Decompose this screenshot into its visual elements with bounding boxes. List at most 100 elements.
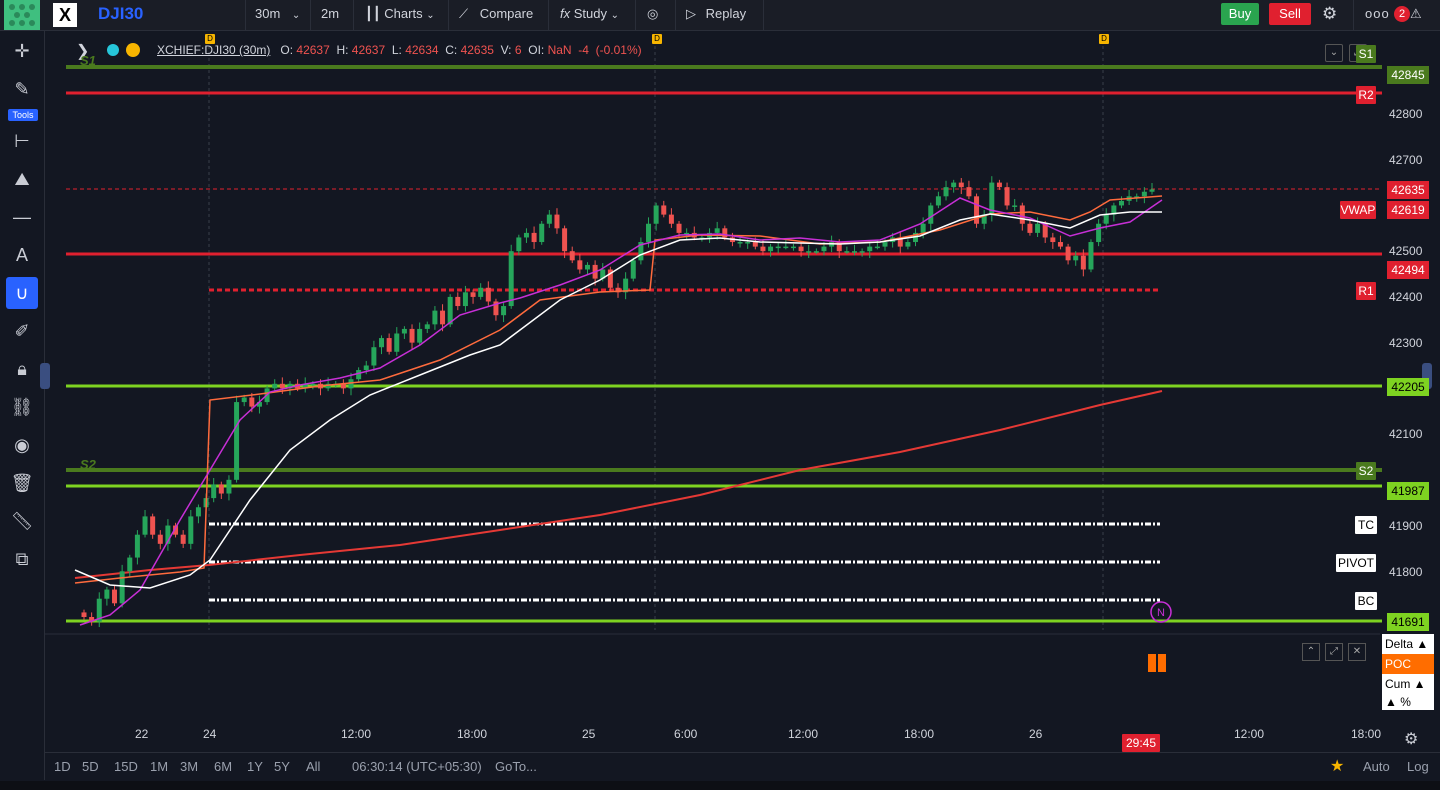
- candle-body: [996, 182, 1002, 188]
- study-dropdown[interactable]: fx Study ⌄: [560, 0, 619, 28]
- poc-bar: [1148, 654, 1156, 672]
- range-15d[interactable]: 15D: [114, 759, 138, 774]
- x-tick: 26: [1029, 727, 1043, 741]
- candle-body: [1027, 223, 1033, 233]
- indicator-poc[interactable]: POC: [1382, 654, 1434, 674]
- pattern-tool-icon[interactable]: ⛰: [14, 169, 30, 189]
- close-value: 42635: [460, 43, 494, 57]
- interval-2m-button[interactable]: 2m: [321, 6, 340, 21]
- s2-tag: S2: [1356, 462, 1376, 480]
- auto-scale-button[interactable]: Auto: [1363, 759, 1390, 774]
- compare-button[interactable]: ⟋ Compare: [459, 0, 533, 28]
- candle-body: [188, 516, 194, 544]
- candle-body: [279, 383, 285, 389]
- interval-dropdown[interactable]: 30m ⌄: [255, 0, 300, 28]
- candle-body: [638, 242, 644, 261]
- lock-icon[interactable]: 🔒︎: [17, 359, 27, 379]
- r2-tag: R2: [1356, 86, 1376, 104]
- link-icon[interactable]: ⛓: [10, 397, 34, 417]
- open-value: 42637: [296, 43, 330, 57]
- indicator-delta[interactable]: Delta ▲: [1382, 634, 1434, 654]
- x-tick: 18:00: [1351, 727, 1382, 741]
- right-panel-handle[interactable]: [1422, 363, 1432, 389]
- range-5d[interactable]: 5D: [82, 759, 99, 774]
- candle-body: [165, 525, 171, 544]
- expand-legend-icon[interactable]: ❯: [76, 43, 90, 60]
- chevron-down-icon: ⌄: [610, 10, 620, 21]
- replay-button[interactable]: ▷ Replay: [686, 0, 746, 28]
- vwap-tag: VWAP: [1340, 201, 1376, 219]
- news-marker-icon[interactable]: [1150, 601, 1172, 623]
- sell-button[interactable]: Sell: [1269, 3, 1311, 25]
- candle-body: [401, 328, 407, 334]
- candle-body: [928, 205, 934, 224]
- candle-body: [501, 306, 507, 316]
- candle-body: [1057, 242, 1063, 247]
- poc-bar: [1158, 654, 1166, 672]
- dividend-marker[interactable]: D: [652, 34, 662, 44]
- ruler-icon[interactable]: 📏︎: [10, 511, 34, 531]
- dividend-marker[interactable]: D: [205, 34, 215, 44]
- pencil-icon[interactable]: ✎: [14, 79, 30, 99]
- candle-body: [844, 251, 850, 253]
- news-marker-label: N: [1157, 607, 1165, 619]
- candle-body: [249, 397, 255, 407]
- range-1m[interactable]: 1M: [150, 759, 169, 774]
- candle-body: [874, 246, 880, 249]
- screenshot-tool-icon[interactable]: ⧉: [15, 549, 29, 569]
- goto-button[interactable]: GoTo...: [495, 759, 537, 774]
- settings-gear-icon[interactable]: ⚙: [1322, 4, 1338, 23]
- s1-chart-label: S1: [80, 53, 96, 68]
- candle-body: [630, 260, 636, 279]
- range-1d[interactable]: 1D: [54, 759, 71, 774]
- candles-group: [81, 176, 1155, 628]
- pane-up-icon[interactable]: ⌃: [1302, 643, 1320, 661]
- volume-value: 6: [514, 43, 522, 57]
- charts-dropdown[interactable]: ┃┃ Charts ⌄: [365, 0, 435, 28]
- line-tool-icon[interactable]: —: [13, 207, 31, 227]
- trash-icon[interactable]: 🗑︎: [10, 473, 34, 493]
- range-6m[interactable]: 6M: [214, 759, 233, 774]
- app-logo-icon[interactable]: [4, 0, 40, 30]
- crosshair-icon[interactable]: ✛: [14, 41, 30, 61]
- range-3m[interactable]: 3M: [180, 759, 199, 774]
- o-label: O:: [280, 43, 294, 57]
- camera-icon[interactable]: ◎: [647, 6, 659, 21]
- candle-body: [432, 310, 438, 325]
- candle-body: [96, 598, 102, 622]
- axis-settings-gear-icon[interactable]: ⚙: [1404, 731, 1419, 748]
- range-1y[interactable]: 1Y: [247, 759, 263, 774]
- candle-body: [226, 479, 232, 494]
- buy-button[interactable]: Buy: [1221, 3, 1259, 25]
- candle-body: [760, 246, 766, 252]
- h-label: H:: [336, 43, 349, 57]
- brush-icon[interactable]: ✐: [14, 321, 30, 341]
- indicator-percent[interactable]: ▲ %: [1382, 694, 1434, 710]
- favorite-star-icon[interactable]: ★: [1330, 758, 1345, 775]
- legend-symbol[interactable]: XCHIEF:DJI30 (30m): [157, 43, 271, 57]
- dividend-marker[interactable]: D: [1099, 34, 1109, 44]
- candle-body: [493, 301, 499, 316]
- fib-tool-icon[interactable]: ⊢: [14, 131, 30, 151]
- indicator-cum[interactable]: Cum ▲: [1382, 674, 1434, 694]
- range-all[interactable]: All: [306, 759, 321, 774]
- symbol-search[interactable]: DJI30: [98, 4, 144, 23]
- candle-body: [1118, 200, 1124, 206]
- range-5y[interactable]: 5Y: [274, 759, 290, 774]
- text-tool-icon[interactable]: A: [15, 245, 28, 265]
- eye-icon[interactable]: ◉: [14, 435, 30, 455]
- more-menu-icon[interactable]: ooo: [1365, 6, 1390, 21]
- candle-body: [180, 534, 186, 544]
- log-scale-button[interactable]: Log: [1407, 759, 1429, 774]
- candle-body: [447, 296, 453, 325]
- sidebar-collapse-handle[interactable]: [40, 363, 50, 389]
- pane-maximize-icon[interactable]: ⤢: [1325, 643, 1343, 661]
- notification-badge[interactable]: 2: [1394, 6, 1410, 22]
- x-tick: 24: [203, 727, 217, 741]
- alert-triangle-icon[interactable]: ⚠: [1410, 6, 1422, 21]
- clock-time[interactable]: 06:30:14 (UTC+05:30): [352, 759, 482, 774]
- pane-close-icon[interactable]: ✕: [1348, 643, 1366, 661]
- collapse-chevron-icon[interactable]: ⌄: [1325, 44, 1343, 62]
- magnet-icon[interactable]: ∪: [6, 277, 38, 309]
